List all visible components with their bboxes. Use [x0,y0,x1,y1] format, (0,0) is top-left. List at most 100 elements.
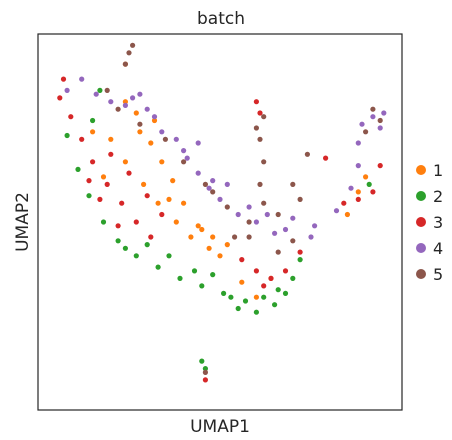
point-batch-3-23 [341,200,347,206]
point-batch-2-16 [191,268,198,274]
point-batch-1-24 [90,129,96,135]
x-axis-label: UMAP1 [190,417,250,437]
point-batch-1-22 [344,211,350,218]
point-batch-1-25 [100,174,107,180]
point-batch-4-24 [370,114,376,120]
point-batch-4-1 [79,76,85,82]
point-batch-4-31 [181,148,187,154]
point-batch-3-14 [239,257,245,263]
point-batch-1-15 [188,234,194,240]
point-batch-3-15 [253,268,259,274]
point-batch-4-14 [253,219,259,225]
point-batch-4-7 [159,129,165,135]
point-batch-1-6 [181,200,187,206]
point-batch-2-21 [202,366,208,372]
point-batch-4-19 [333,208,340,214]
legend-label-5: 5 [433,265,443,284]
point-batch-3-9 [126,170,132,176]
point-batch-4-33 [264,211,270,218]
point-batch-2-7 [177,275,183,281]
point-batch-2-27 [282,290,289,296]
point-batch-2-19 [272,302,278,308]
point-batch-3-20 [355,196,361,202]
point-batch-5-3 [104,87,110,93]
point-batch-4-34 [308,234,314,240]
point-batch-2-25 [144,242,150,248]
point-batch-5-1 [122,61,128,67]
point-batch-5-25 [370,106,376,112]
point-batch-4-4 [130,95,136,101]
point-batch-1-20 [355,189,361,195]
point-batch-4-11 [206,185,212,191]
point-batch-5-12 [261,159,267,165]
legend-marker-1 [416,165,426,175]
point-batch-5-16 [246,234,252,240]
point-batch-3-16 [268,275,274,281]
point-batch-4-18 [312,223,318,229]
point-batch-2-17 [235,305,241,312]
point-batch-1-16 [206,245,212,251]
point-batch-4-17 [290,215,296,221]
point-batch-4-27 [224,181,230,187]
point-batch-3-6 [133,219,139,225]
point-batch-5-2 [130,42,136,48]
point-batch-4-21 [355,163,361,169]
point-batch-1-21 [363,174,369,180]
point-batch-4-3 [108,99,114,105]
point-batch-4-12 [217,196,223,202]
point-batch-2-1 [75,166,81,172]
point-batch-2-20 [366,181,372,187]
point-batch-2-0 [64,132,70,139]
point-batch-3-13 [115,223,121,229]
point-batch-5-15 [261,200,267,206]
point-batch-3-24 [60,76,67,82]
point-batch-5-23 [297,196,303,202]
point-batch-3-11 [159,211,165,218]
legend-label-1: 1 [433,161,443,180]
point-batch-4-9 [184,155,190,161]
legend-label-4: 4 [433,239,443,258]
point-batch-3-5 [119,200,125,206]
point-batch-4-8 [173,136,179,142]
point-batch-1-1 [133,110,139,116]
point-batch-2-11 [261,294,267,300]
point-batch-2-8 [199,283,205,289]
point-batch-3-1 [68,114,74,120]
point-batch-3-10 [144,193,150,199]
point-batch-3-8 [108,151,114,157]
point-batch-1-7 [195,223,201,229]
point-batch-2-15 [166,253,172,259]
point-batch-4-13 [235,211,241,218]
point-batch-4-15 [272,230,278,236]
point-batch-3-7 [148,234,154,240]
point-batch-3-4 [104,181,110,187]
point-batch-3-0 [57,95,63,101]
point-batch-5-26 [363,129,369,135]
point-batch-1-4 [159,159,165,165]
point-batch-5-14 [253,125,259,131]
point-batch-1-28 [199,226,205,233]
point-batch-4-28 [246,204,252,210]
point-batch-5-18 [290,238,296,244]
point-batch-3-17 [282,268,289,274]
point-batch-5-0 [126,50,132,56]
point-batch-4-35 [377,125,383,131]
point-batch-1-11 [122,159,128,165]
point-batch-3-12 [97,196,103,202]
point-batch-2-28 [228,294,234,300]
point-batch-4-6 [151,114,158,120]
point-batch-3-26 [257,110,263,116]
point-batch-5-29 [304,151,310,157]
point-batch-2-22 [199,358,205,364]
point-batch-5-27 [202,369,208,375]
point-batch-5-17 [275,211,281,218]
point-batch-1-12 [141,181,147,187]
point-batch-4-26 [195,140,201,146]
point-batch-4-10 [195,170,201,176]
point-batch-2-29 [122,245,128,251]
point-batch-1-0 [122,99,128,105]
legend: 1 2 3 4 5 [416,161,443,284]
point-batch-2-9 [221,290,227,296]
point-batch-3-3 [90,159,96,165]
